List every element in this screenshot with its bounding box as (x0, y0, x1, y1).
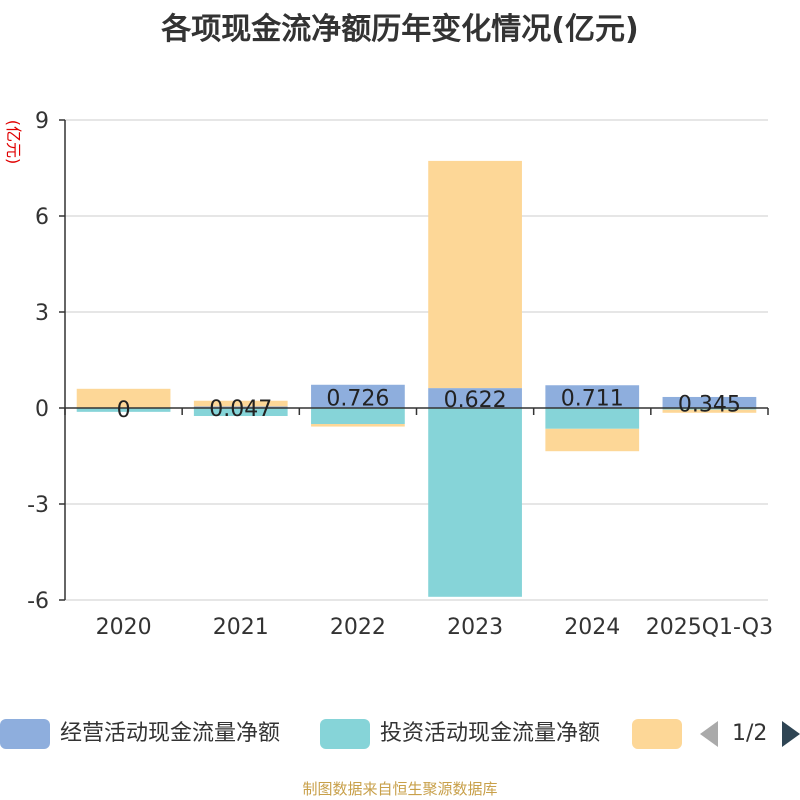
bar-financing (428, 160, 522, 389)
data-label: 0 (117, 398, 131, 423)
data-label: 0.345 (678, 392, 741, 417)
legend-pager: 1/2 (700, 719, 800, 749)
bar-investing (193, 408, 288, 416)
y-tick-label: 0 (35, 397, 49, 422)
bar-investing (428, 408, 522, 597)
data-label: 0.726 (326, 386, 389, 411)
legend-label-investing: 投资活动现金流量净额 (380, 721, 601, 746)
bar-operating (193, 406, 288, 408)
bar-operating (311, 384, 405, 408)
data-label: 0.622 (444, 388, 507, 413)
y-tick-label: 9 (35, 109, 49, 134)
source-note: 制图数据来自恒生聚源数据库 (302, 780, 498, 798)
x-tick-label: 2024 (564, 615, 620, 640)
grid-lines (65, 119, 768, 601)
bar-investing (545, 408, 640, 429)
bar-financing (311, 424, 405, 427)
bar-operating (662, 396, 757, 408)
bars-layer (76, 160, 757, 597)
bar-investing (76, 408, 171, 412)
legend-swatch-operating (0, 719, 50, 749)
data-label: 0.047 (209, 397, 272, 422)
bar-investing (662, 408, 757, 410)
x-tick-label: 2023 (447, 615, 503, 640)
legend-swatch-investing (320, 719, 370, 749)
legend-swatch-financing (632, 719, 682, 749)
prev-page-icon[interactable] (700, 721, 718, 747)
legend: 经营活动现金流量净额 投资活动现金流量净额 1/2 (0, 715, 800, 755)
y-tick-label: -3 (27, 493, 49, 518)
legend-page-indicator: 1/2 (732, 721, 768, 746)
x-tick-label: 2020 (96, 615, 152, 640)
x-tick-label: 2021 (213, 615, 269, 640)
y-tick-label: -6 (27, 589, 49, 614)
data-labels: 0 0.047 0.726 0.622 0.711 0.345 (117, 386, 741, 423)
bar-financing (193, 400, 288, 407)
legend-label-operating: 经营活动现金流量净额 (60, 721, 281, 746)
bar-operating (545, 385, 640, 408)
bar-financing (76, 388, 171, 408)
y-tick-label: 3 (35, 301, 49, 326)
bar-investing (311, 408, 405, 424)
bar-financing (545, 428, 640, 452)
x-tick-label: 2025Q1-Q3 (646, 615, 773, 640)
bar-operating (428, 388, 522, 408)
y-axis-title: (亿元) (4, 120, 23, 165)
x-tick-label: 2022 (330, 615, 386, 640)
bar-chart: 9 6 3 0 -3 -6 (亿元) 2020 2021 2022 2023 2024 2025Q1-Q… (4, 109, 773, 640)
data-label: 0.711 (561, 387, 624, 412)
y-tick-label: 6 (35, 205, 49, 230)
bar-financing (662, 409, 757, 413)
axes: 9 6 3 0 -3 -6 (亿元) 2020 2021 2022 2023 2024 2025Q1-Q… (4, 109, 773, 640)
chart-title: 各项现金流净额历年变化情况(亿元) (161, 12, 639, 47)
next-page-icon[interactable] (782, 721, 800, 747)
